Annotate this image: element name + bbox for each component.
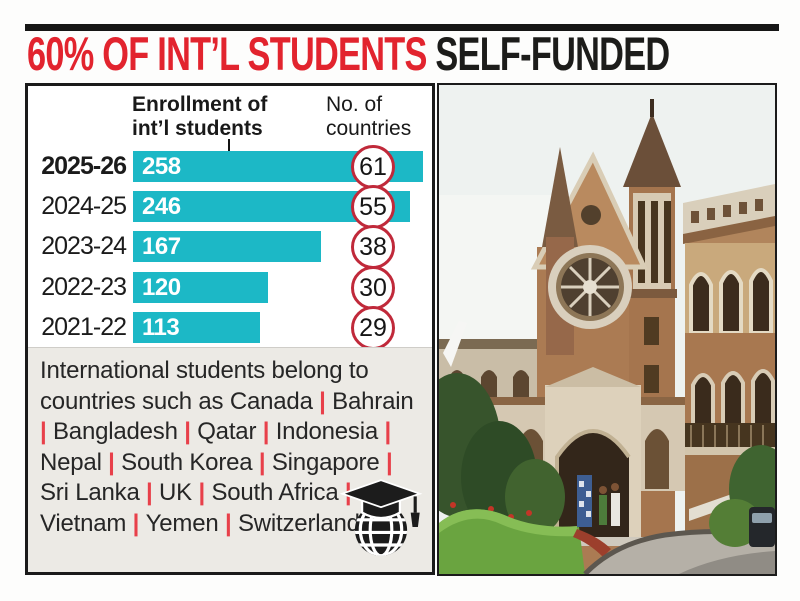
enrollment-value: 120 [142,273,181,301]
headline-black-text: SELF-FUNDED [435,27,670,80]
year-label: 2025-26 [41,151,127,180]
graduation-cap-globe-icon [339,479,423,556]
chart-row: 2024-25 246 55 [28,184,432,229]
pipe-separator: | [101,448,122,476]
pipe-separator: | [40,418,53,445]
year-label: 2024-25 [41,191,127,220]
year-label: 2022-23 [41,272,127,301]
enrollment-value: 113 [142,314,180,342]
column-header-countries: No. of countries [326,93,412,140]
enrollment-value: 258 [142,152,181,180]
year-label: 2023-24 [41,232,127,261]
pipe-separator: | [252,448,272,476]
countries-circle: 30 [351,265,395,310]
chart-row: 2023-24 167 38 [28,225,432,270]
chart-row: 2021-22 113 29 [28,306,432,351]
year-label: 2021-22 [41,313,127,342]
headline: 60% OF INT’L STUDENTS SELF-FUNDED [27,30,800,78]
campus-photo [437,83,777,576]
pipe-separator: | [312,387,333,415]
pipe-separator: | [177,418,198,445]
enrollment-value: 167 [142,233,181,261]
countries-circle: 61 [351,144,395,189]
enrollment-bar: 167 [133,231,321,263]
pipe-separator: | [256,418,276,445]
info-text: International students belong to countri… [40,357,414,537]
chart-row: 2022-23 120 30 [28,265,432,310]
pointer-line [228,139,230,155]
chart-rows: 2025-26 258 61 2024-25 246 55 2023-24 16… [28,86,432,572]
pipe-separator: | [139,479,160,506]
countries-circle: 38 [351,225,395,270]
enrollment-bar: 113 [133,312,260,344]
pipe-separator: | [126,509,146,537]
column-header-enrollment: Enrollment of int’l students [132,93,268,140]
enrollment-value: 246 [142,192,181,220]
countries-circle: 29 [351,306,395,351]
chart-panel: Enrollment of int’l students No. of coun… [25,83,435,575]
pipe-separator: | [379,448,393,476]
pipe-separator: | [218,509,238,537]
info-box: International students belong to countri… [28,347,432,572]
pipe-separator: | [378,418,391,445]
campus-photo-illustration [439,85,775,574]
top-rule [25,24,779,31]
chart-row: 2025-26 258 61 [28,144,432,189]
headline-red-text: 60% OF INT’L STUDENTS [27,27,427,80]
pipe-separator: | [192,479,212,506]
enrollment-bar: 120 [133,271,268,303]
countries-circle: 55 [351,184,395,229]
